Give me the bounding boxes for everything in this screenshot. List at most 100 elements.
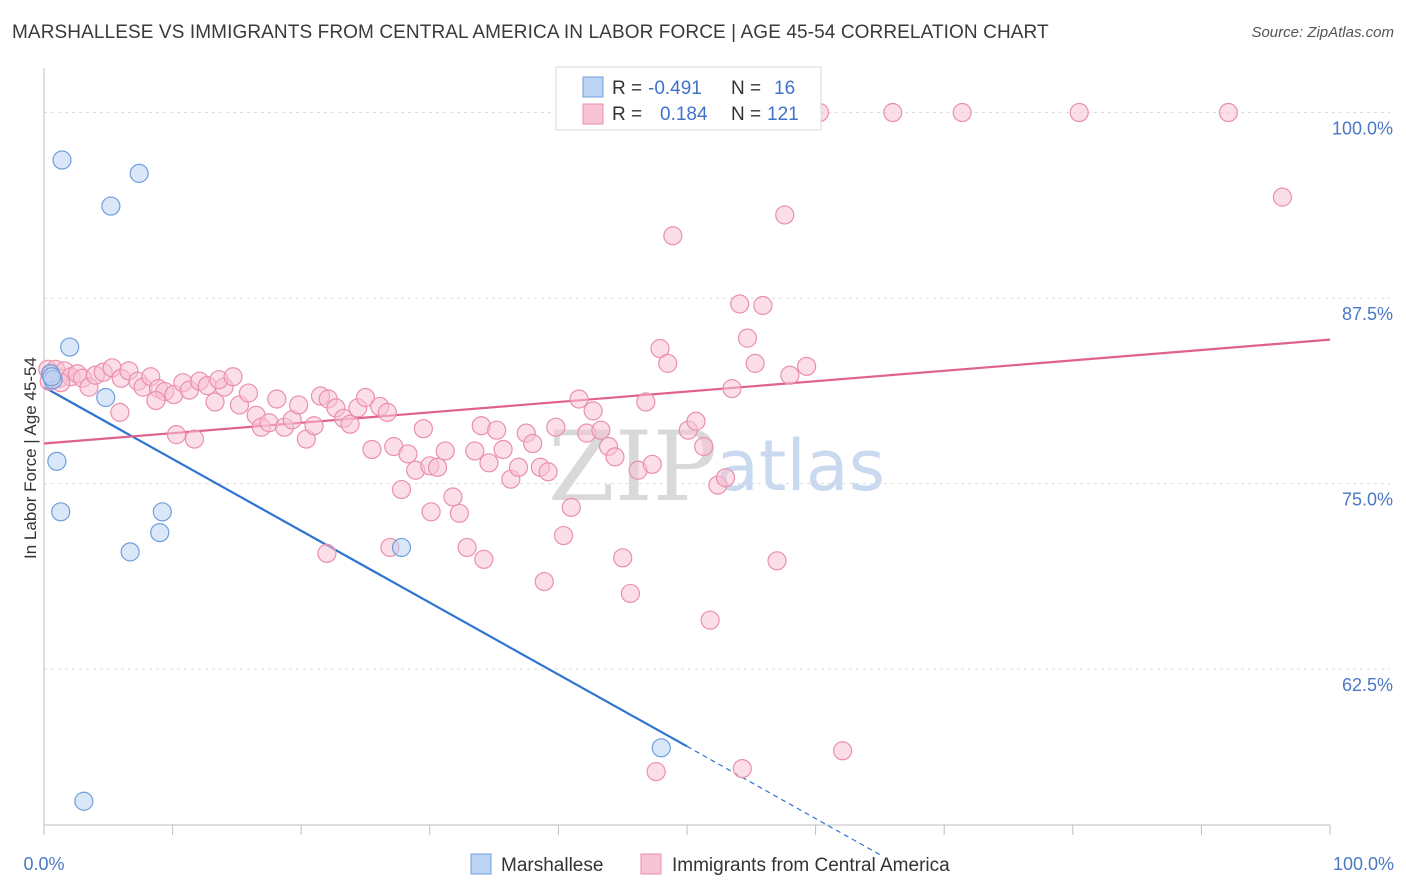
- central-america-point: [523, 433, 543, 454]
- central-america-point: [508, 457, 529, 477]
- central-america-point: [642, 454, 662, 474]
- central-america-point: [620, 583, 641, 604]
- stats-r-value-2: 0.184: [660, 104, 708, 125]
- central-america-point: [223, 367, 243, 387]
- central-america-point: [583, 401, 603, 421]
- central-america-point: [205, 392, 225, 412]
- central-america-point: [833, 741, 853, 761]
- marshallese-point: [129, 163, 149, 183]
- stats-n-value-1: 16: [774, 78, 795, 99]
- central-america-point: [553, 525, 574, 546]
- central-america-point: [613, 548, 633, 568]
- central-america-point: [534, 571, 554, 592]
- marshallese-point: [42, 367, 62, 387]
- central-america-point: [391, 479, 412, 500]
- central-america-point: [883, 102, 903, 123]
- legend-label-central-america: Immigrants from Central America: [672, 855, 950, 876]
- central-america-point: [421, 502, 441, 522]
- central-america-point: [1218, 102, 1239, 123]
- stats-n-label-2: N =: [731, 104, 761, 125]
- marshallese-point: [101, 196, 121, 216]
- marshallese-point: [150, 522, 170, 543]
- marshallese-point: [47, 451, 67, 471]
- marshallese-trend-line: [43, 386, 688, 748]
- central-america-point: [340, 414, 360, 434]
- central-america-point: [427, 457, 448, 477]
- central-america-point: [398, 444, 418, 464]
- central-america-point: [730, 294, 750, 314]
- central-america-point: [474, 549, 494, 569]
- bottom-legend: Marshallese Immigrants from Central Amer…: [470, 853, 950, 876]
- central-america-point: [166, 425, 187, 445]
- central-america-point: [694, 436, 714, 457]
- legend-swatch-central-america: [640, 853, 662, 875]
- stats-swatch-central-america: [582, 103, 604, 125]
- central-america-point: [775, 205, 795, 225]
- central-america-point: [465, 441, 485, 461]
- central-america-point: [650, 338, 670, 359]
- central-america-point: [146, 390, 166, 411]
- y-tick-label: 75.0%: [1342, 490, 1393, 510]
- central-america-point: [663, 226, 683, 246]
- central-america-point: [443, 487, 463, 507]
- marshallese-point: [651, 738, 671, 758]
- central-america-point: [796, 356, 817, 376]
- stats-r-value-1: -0.491: [648, 78, 702, 99]
- marshallese-point: [52, 150, 72, 170]
- central-america-point: [457, 537, 477, 558]
- stats-swatch-marshallese: [582, 76, 604, 98]
- chart-title: MARSHALLESE VS IMMIGRANTS FROM CENTRAL A…: [12, 22, 1049, 43]
- central-america-point: [753, 295, 773, 316]
- central-america-point: [767, 551, 787, 571]
- central-america-point: [377, 402, 397, 422]
- central-america-point: [636, 392, 656, 412]
- marshallese-point: [391, 537, 412, 558]
- y-tick-labels: 62.5% 75.0% 87.5% 100.0%: [1332, 119, 1393, 696]
- central-america-point: [435, 441, 455, 461]
- source-attribution: Source: ZipAtlas.com: [1251, 24, 1394, 41]
- central-america-point: [289, 395, 309, 415]
- central-america-point: [780, 365, 800, 385]
- central-america-point: [732, 758, 752, 779]
- marshallese-point: [51, 502, 71, 522]
- data-points: [38, 102, 1293, 811]
- stats-r-label-2: R =: [612, 104, 642, 125]
- stats-n-label-1: N =: [731, 78, 761, 99]
- y-tick-label: 100.0%: [1332, 119, 1393, 139]
- central-america-point: [413, 419, 433, 439]
- central-america-point: [737, 328, 758, 348]
- marshallese-point: [152, 502, 172, 522]
- central-america-point: [538, 462, 558, 482]
- central-america-point: [605, 447, 625, 467]
- axes: [43, 68, 1331, 835]
- central-america-point: [646, 761, 666, 782]
- central-america-point: [686, 411, 706, 431]
- central-america-point: [715, 468, 736, 488]
- legend-label-marshallese: Marshallese: [501, 855, 603, 876]
- stats-legend-box: R = -0.491 N = 16 R = 0.184 N = 121: [555, 66, 822, 131]
- central-america-point: [362, 439, 382, 460]
- central-america-point: [493, 439, 513, 460]
- x-tick-label-max: 100.0%: [1333, 854, 1394, 874]
- central-america-point: [745, 353, 765, 373]
- central-america-point: [1069, 102, 1089, 123]
- central-america-point: [238, 383, 259, 403]
- central-america-point: [1272, 187, 1293, 207]
- central-america-point: [355, 387, 376, 408]
- central-america-point: [184, 429, 205, 449]
- central-america-point: [479, 453, 499, 473]
- central-america-point: [952, 102, 972, 123]
- central-america-point: [110, 402, 130, 422]
- y-tick-label: 87.5%: [1342, 304, 1393, 324]
- central-america-point: [561, 497, 581, 517]
- central-america-point: [700, 610, 720, 630]
- x-tick-label-min: 0.0%: [23, 854, 64, 874]
- legend-swatch-marshallese: [470, 853, 492, 875]
- marshallese-point: [96, 387, 116, 408]
- central-america-point: [267, 389, 287, 409]
- central-america-point: [449, 503, 469, 523]
- central-america-point: [722, 379, 742, 399]
- central-america-point: [317, 543, 337, 563]
- central-america-point: [569, 389, 589, 409]
